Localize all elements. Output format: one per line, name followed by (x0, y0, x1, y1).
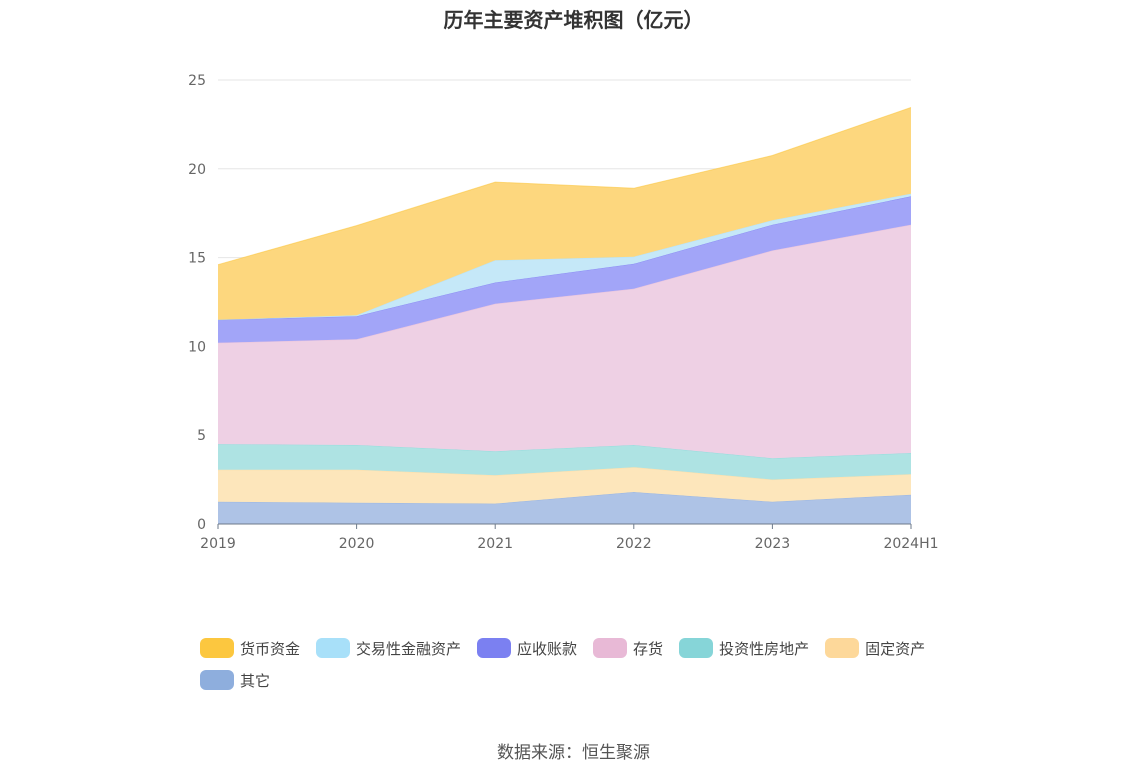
legend-item[interactable]: 存货 (593, 638, 663, 658)
x-tick-label: 2019 (200, 536, 236, 552)
legend-label: 投资性房地产 (719, 639, 810, 658)
legend-label: 交易性金融资产 (356, 639, 462, 658)
legend-swatch (825, 638, 860, 658)
axes: 0 5 10 15 20 25 2019 2020 2021 2022 2023 2024H1 (188, 73, 938, 552)
x-tick-label: 2024H1 (883, 536, 938, 552)
y-tick-label: 5 (197, 428, 206, 444)
legend-swatch (679, 638, 714, 658)
legend-swatch (477, 638, 512, 658)
area-series-6[interactable] (218, 107, 911, 320)
legend-swatch (200, 638, 234, 658)
legend-item[interactable]: 货币资金 (200, 638, 300, 658)
x-tick-label: 2021 (477, 536, 513, 552)
x-tick-label: 2023 (755, 536, 791, 552)
legend-item[interactable]: 应收账款 (477, 638, 577, 658)
area-series-2[interactable] (218, 444, 911, 480)
legend-item[interactable]: 固定资产 (825, 638, 925, 658)
legend-item[interactable]: 投资性房地产 (679, 638, 809, 658)
legend-swatch (316, 638, 351, 658)
y-tick-label: 0 (197, 517, 206, 533)
x-tick-label: 2022 (616, 536, 652, 552)
legend-label: 存货 (633, 639, 664, 658)
area-top-line-6 (217, 107, 912, 266)
area-series-group (217, 107, 912, 524)
y-tick-label: 20 (188, 162, 206, 178)
legend-swatch (200, 670, 234, 690)
legend-label: 其它 (240, 671, 271, 690)
legend-item[interactable]: 交易性金融资产 (316, 638, 461, 658)
legend-label: 应收账款 (517, 639, 578, 658)
legend-label: 货币资金 (240, 639, 301, 658)
area-series-0[interactable] (218, 492, 911, 524)
chart-title: 历年主要资产堆积图（亿元） (443, 8, 704, 32)
area-series-1[interactable] (218, 467, 911, 504)
stacked-area-chart: 0 5 10 15 20 25 2019 2020 2021 2022 2023 2024H1 (188, 73, 938, 552)
y-tick-label: 25 (188, 73, 206, 89)
legend-swatch (593, 638, 628, 658)
area-series-3[interactable] (218, 224, 911, 459)
legend: 货币资金 交易性金融资产 应收账款 存货 投资性房地产 固定资产其它 (200, 638, 980, 690)
legend-label: 固定资产 (865, 639, 926, 658)
data-source-note: 数据来源：恒生聚源 (497, 743, 650, 763)
y-tick-label: 15 (188, 251, 206, 267)
x-tick-label: 2020 (339, 536, 375, 552)
y-tick-label: 10 (188, 339, 206, 355)
legend-item[interactable]: 其它 (200, 670, 270, 690)
